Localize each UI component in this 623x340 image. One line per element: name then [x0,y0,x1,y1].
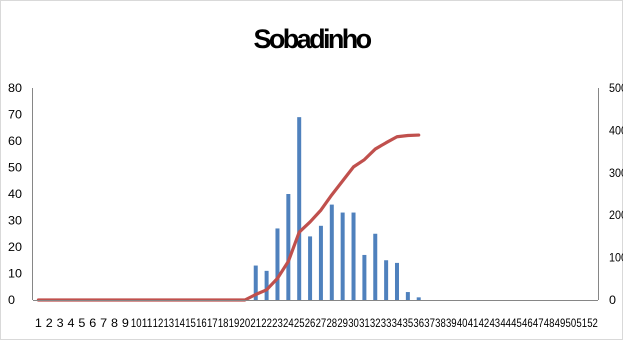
x-axis-tick-label: 5 [78,316,85,330]
x-axis-tick-label: 32 [370,316,381,330]
bar [264,270,269,300]
x-axis-tick-label: 2 [46,316,53,330]
x-axis-tick-label: 33 [381,316,392,330]
left-axis-tick-label: 70 [8,108,22,122]
x-axis-tick-label: 38 [435,316,446,330]
x-axis-tick-label: 36 [413,316,424,330]
bar [318,225,323,300]
x-axis-tick-label: 35 [403,316,414,330]
bar [253,265,258,300]
x-axis-tick-label: 47 [533,316,544,330]
x-axis-tick-label: 31 [359,316,370,330]
x-axis-tick-label: 45 [511,316,522,330]
bar [373,233,378,300]
x-axis-tick-label: 17 [207,316,218,330]
x-axis-tick-label: 49 [555,316,566,330]
bar [286,194,291,300]
x-axis-tick-label: 18 [218,316,229,330]
x-axis-tick-label: 12 [153,316,164,330]
x-axis-tick-label: 40 [457,316,468,330]
x-axis-tick-label: 44 [500,316,511,330]
x-axis-tick-label: 43 [489,316,500,330]
left-axis-tick-label: 50 [8,161,22,175]
cumulative-line [36,133,421,302]
x-axis-tick-label: 34 [392,316,403,330]
right-axis-tick-label: 200 [609,208,623,222]
x-axis-tick-label: 23 [272,316,283,330]
x-axis-tick-label: 27 [316,316,327,330]
x-axis-tick-label: 30 [348,316,359,330]
bar [394,262,399,300]
right-axis-tick-label: 0 [609,293,616,307]
x-axis-tick-label: 50 [566,316,577,330]
bar [362,254,367,300]
x-axis-tick-label: 19 [229,316,240,330]
x-axis-tick-label: 9 [122,316,129,330]
bar [384,260,389,300]
bar [416,297,421,300]
right-axis-tick-label: 300 [609,166,623,180]
bar [308,236,313,300]
x-axis-tick-label: 16 [196,316,207,330]
left-axis-tick-label: 40 [8,187,22,201]
x-axis-tick-label: 8 [111,316,118,330]
x-axis-tick-label: 46 [522,316,533,330]
left-axis-tick-label: 10 [8,267,22,281]
x-axis-tick-label: 48 [544,316,555,330]
x-axis-tick-label: 42 [479,316,490,330]
x-axis-tick-label: 21 [250,316,261,330]
x-axis-tick-label: 14 [174,316,185,330]
x-axis-tick-label: 52 [587,316,598,330]
left-axis-tick-label: 80 [8,81,22,95]
x-axis-tick-label: 51 [576,316,587,330]
left-axis-tick-label: 20 [8,240,22,254]
x-axis-tick-label: 41 [468,316,479,330]
x-axis-tick-label: 26 [305,316,316,330]
x-axis-tick-label: 39 [446,316,457,330]
bar [351,212,356,300]
x-axis-tick-label: 29 [337,316,348,330]
x-axis-tick-label: 1 [35,316,42,330]
x-axis-tick-label: 4 [68,316,75,330]
axes [32,88,599,301]
bar-series [253,117,421,301]
x-axis-tick-label: 28 [326,316,337,330]
chart-title: Sobadinho [253,24,372,54]
x-axis-tick-label: 24 [283,316,294,330]
bar [340,212,345,300]
x-axis-tick-labels: 1 2 3 4 5 6 7 8 9 10 11 12 13 14 15 16 17 18 19 20 21 22 23 24 2… [35,316,598,330]
left-axis-tick-label: 30 [8,214,22,228]
x-axis-tick-label: 6 [89,316,96,330]
line-series [36,133,421,302]
x-axis-tick-label: 20 [240,316,251,330]
bar [275,228,280,300]
right-axis-tick-label: 500 [609,81,623,95]
x-axis-tick-label: 3 [57,316,64,330]
x-axis-tick-label: 7 [100,316,107,330]
bar [329,204,334,300]
x-axis-tick-label: 11 [142,316,153,330]
x-axis-tick-label: 13 [163,316,174,330]
bar [405,292,410,300]
left-axis-tick-label: 0 [8,293,15,307]
right-axis-tick-labels: 0 100 200 300 400 500 [609,81,623,307]
x-axis-tick-label: 10 [131,316,142,330]
x-axis-tick-label: 22 [261,316,272,330]
x-axis-tick-label: 37 [424,316,435,330]
left-axis-tick-label: 60 [8,134,22,148]
x-axis-tick-label: 25 [294,316,305,330]
bar [297,117,302,301]
right-axis-tick-label: 400 [609,123,623,137]
right-axis-tick-label: 100 [609,251,623,265]
x-axis-tick-label: 15 [185,316,196,330]
left-axis-tick-labels: 0 10 20 30 40 50 60 70 80 [8,81,22,307]
